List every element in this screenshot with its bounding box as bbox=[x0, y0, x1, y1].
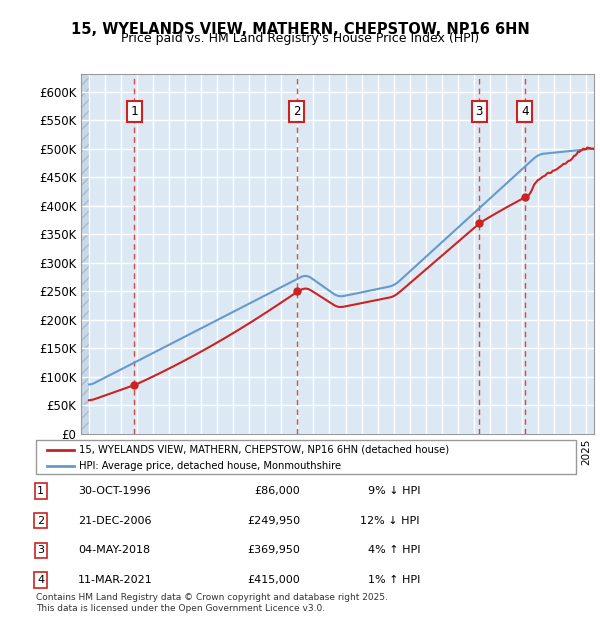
Text: 1% ↑ HPI: 1% ↑ HPI bbox=[368, 575, 420, 585]
Text: 4: 4 bbox=[37, 575, 44, 585]
Text: 4: 4 bbox=[521, 105, 529, 118]
Text: 21-DEC-2006: 21-DEC-2006 bbox=[78, 516, 151, 526]
Text: 15, WYELANDS VIEW, MATHERN, CHEPSTOW, NP16 6HN (detached house): 15, WYELANDS VIEW, MATHERN, CHEPSTOW, NP… bbox=[79, 445, 449, 454]
Text: 1: 1 bbox=[37, 486, 44, 496]
Text: 12% ↓ HPI: 12% ↓ HPI bbox=[361, 516, 420, 526]
Text: 2: 2 bbox=[293, 105, 301, 118]
Text: 11-MAR-2021: 11-MAR-2021 bbox=[78, 575, 153, 585]
Text: Contains HM Land Registry data © Crown copyright and database right 2025.
This d: Contains HM Land Registry data © Crown c… bbox=[36, 593, 388, 613]
Text: Price paid vs. HM Land Registry's House Price Index (HPI): Price paid vs. HM Land Registry's House … bbox=[121, 32, 479, 45]
Text: 15, WYELANDS VIEW, MATHERN, CHEPSTOW, NP16 6HN: 15, WYELANDS VIEW, MATHERN, CHEPSTOW, NP… bbox=[71, 22, 529, 37]
Bar bbox=[81, 74, 89, 434]
Text: £86,000: £86,000 bbox=[254, 486, 300, 496]
Text: 3: 3 bbox=[475, 105, 483, 118]
Text: 30-OCT-1996: 30-OCT-1996 bbox=[78, 486, 151, 496]
Text: 4% ↑ HPI: 4% ↑ HPI bbox=[367, 546, 420, 556]
Text: 1: 1 bbox=[131, 105, 138, 118]
Text: £249,950: £249,950 bbox=[247, 516, 300, 526]
Text: £415,000: £415,000 bbox=[247, 575, 300, 585]
Text: 04-MAY-2018: 04-MAY-2018 bbox=[78, 546, 150, 556]
Text: HPI: Average price, detached house, Monmouthshire: HPI: Average price, detached house, Monm… bbox=[79, 461, 341, 471]
FancyBboxPatch shape bbox=[36, 440, 576, 474]
Text: £369,950: £369,950 bbox=[247, 546, 300, 556]
Text: 2: 2 bbox=[37, 516, 44, 526]
Text: 3: 3 bbox=[37, 546, 44, 556]
Text: 9% ↓ HPI: 9% ↓ HPI bbox=[367, 486, 420, 496]
